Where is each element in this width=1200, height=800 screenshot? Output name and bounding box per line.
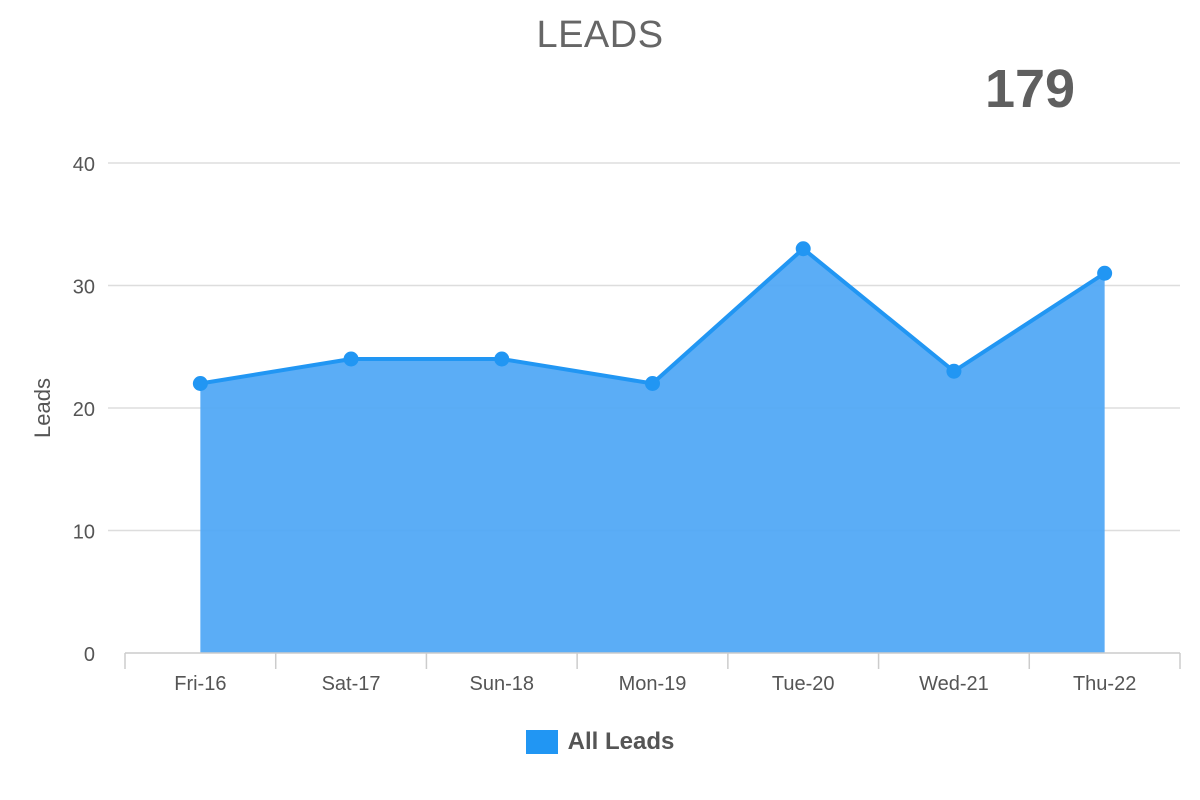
x-tick-label: Tue-20 (772, 673, 835, 695)
y-axis-label: Leads (30, 378, 55, 438)
x-axis (124, 652, 1181, 669)
x-tick-label: Fri-16 (174, 673, 226, 695)
legend[interactable]: All Leads (0, 728, 1200, 756)
x-tick-label: Thu-22 (1073, 673, 1136, 695)
data-point[interactable] (795, 241, 811, 257)
chart-title: LEADS (536, 14, 664, 56)
y-tick-label: 40 (73, 154, 95, 176)
x-axis-ticks: Fri-16 Sat-17 Sun-18 Mon-19 Tue-20 Wed-21 Thu-… (174, 673, 1136, 695)
area-fill (200, 248, 1105, 653)
x-tick-label: Sat-17 (322, 673, 381, 695)
series-line (200, 246, 1106, 386)
data-point[interactable] (192, 376, 208, 391)
data-point[interactable] (645, 376, 660, 391)
data-point[interactable] (1097, 265, 1113, 281)
y-tick-label: 0 (84, 644, 95, 666)
data-point[interactable] (946, 363, 962, 379)
legend-label: All Leads (567, 728, 675, 755)
y-tick-label: 20 (73, 399, 95, 421)
total-leads-value: 179 (984, 59, 1076, 119)
data-point[interactable] (494, 351, 510, 367)
legend-swatch (525, 730, 558, 754)
x-tick-label: Wed-21 (919, 673, 989, 695)
data-markers (192, 241, 1113, 391)
area-series (200, 246, 1106, 653)
x-tick-label: Sun-18 (470, 673, 535, 695)
x-tick-label: Mon-19 (619, 673, 687, 695)
data-point[interactable] (343, 351, 359, 367)
y-tick-label: 30 (73, 277, 95, 299)
y-tick-label: 10 (73, 522, 95, 544)
y-axis-ticks: 0 10 20 30 40 (73, 154, 95, 666)
